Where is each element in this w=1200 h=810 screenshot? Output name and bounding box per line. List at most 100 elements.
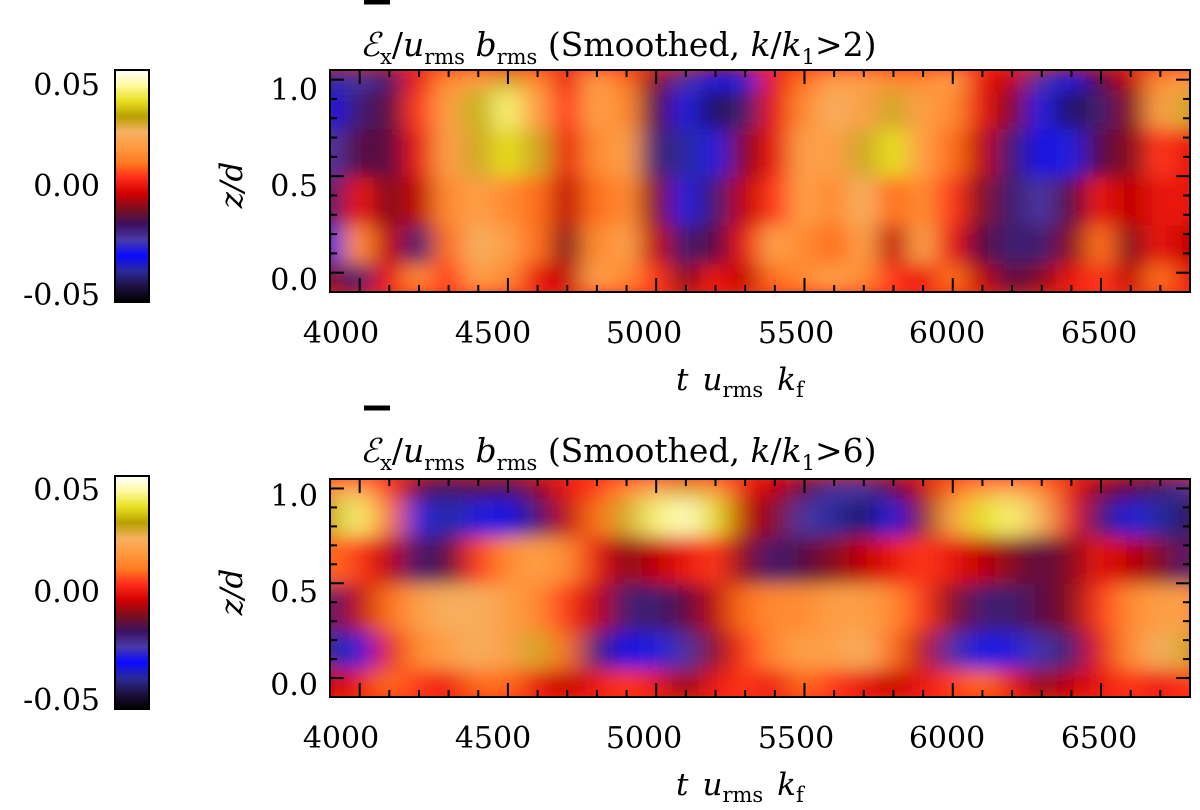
heatmap-cell (462, 223, 495, 265)
heatmap-cell (403, 534, 435, 585)
heatmap-cell (521, 534, 554, 585)
heatmap-cell (432, 629, 465, 670)
heatmap-cell (936, 629, 969, 670)
heatmap-cell (729, 126, 761, 178)
x-tick-label: 4500 (455, 721, 531, 756)
heatmap-cell (1025, 175, 1058, 226)
heatmap-cell (847, 582, 880, 632)
heatmap-cell (1174, 629, 1190, 670)
heatmap-cell (1114, 629, 1147, 670)
heatmap-cell (759, 88, 791, 129)
heatmap-cell (432, 496, 465, 537)
heatmap-cell (966, 70, 999, 91)
heatmap-cell (581, 175, 613, 226)
heatmap-cell (996, 496, 1028, 537)
heatmap-cell (847, 223, 880, 265)
heatmap-cell (610, 126, 643, 178)
heatmap-cell (1144, 534, 1177, 585)
heatmap-cell (996, 126, 1028, 178)
heatmap-cell (907, 126, 939, 178)
heatmap-cell (1055, 126, 1088, 178)
heatmap-cell (996, 534, 1028, 585)
heatmap-cell (1174, 667, 1190, 697)
y-axis-label: z/d (214, 569, 250, 617)
heatmap-cell (699, 126, 732, 178)
y-tick-label: 1.0 (270, 479, 318, 514)
heatmap-cell (1114, 175, 1147, 226)
heatmap-cell (492, 582, 524, 632)
heatmap-cell (521, 175, 554, 226)
y-tick-label: 1.0 (270, 73, 318, 108)
heatmap-cell (1085, 629, 1117, 670)
heatmap-cell (818, 126, 850, 178)
x-tick-label: 6000 (909, 316, 985, 351)
heatmap-cell (432, 88, 465, 129)
heatmap-cell (1144, 496, 1177, 537)
heatmap-cell (462, 479, 495, 499)
heatmap-cell (373, 496, 406, 537)
colorbar-tick: 0.05 (33, 68, 100, 103)
heatmap-cell (907, 175, 939, 226)
heatmap-cell (966, 534, 999, 585)
heatmap-cell (432, 479, 465, 499)
heatmap-cell (818, 175, 850, 226)
heatmap-cell (1055, 479, 1088, 499)
heatmap-cell (1025, 88, 1058, 129)
heatmap-cell (492, 223, 524, 265)
heatmap-cell (373, 126, 406, 178)
heatmap-cell (521, 126, 554, 178)
colorbar-tick: 0.05 (33, 473, 100, 508)
heatmap-cell (551, 70, 584, 91)
heatmap-cell (1144, 629, 1177, 670)
axis-ticks (330, 70, 1190, 293)
heatmap-cell (1085, 126, 1117, 178)
heatmap-cell (818, 70, 850, 91)
heatmap-cell (818, 88, 850, 129)
heatmap-cell (492, 88, 524, 129)
heatmap-cell (670, 223, 702, 265)
heatmap-cell (877, 582, 910, 632)
heatmap-cell (343, 126, 376, 178)
heatmap-cell (847, 70, 880, 91)
heatmap-cell (936, 126, 969, 178)
heatmap-cell (1174, 582, 1190, 632)
heatmap-cell (521, 479, 554, 499)
heatmap-cell (610, 479, 643, 499)
heatmap-cell (729, 629, 761, 670)
heatmap-cell (432, 126, 465, 178)
heatmap-cell (788, 126, 821, 178)
heatmap-cell (729, 70, 761, 91)
heatmap-cell (343, 88, 376, 129)
heatmap-cell (907, 88, 939, 129)
heatmap-cell (1085, 496, 1117, 537)
heatmap-cell (759, 534, 791, 585)
heatmap-cell (1114, 70, 1147, 91)
heatmap-cell (1144, 70, 1177, 91)
heatmap-cell (551, 496, 584, 537)
heatmap-cell (610, 175, 643, 226)
heatmap-cell (551, 534, 584, 585)
heatmap-cell (1174, 496, 1190, 537)
heatmap-cell (640, 534, 673, 585)
heatmap-cell (1055, 629, 1088, 670)
heatmap-cell (699, 88, 732, 129)
heatmap-cell (788, 223, 821, 265)
heatmap-cell (1085, 88, 1117, 129)
heatmap-cell (670, 629, 702, 670)
heatmap-cell (1025, 534, 1058, 585)
heatmap-cell (330, 175, 346, 226)
heatmap-cell (759, 629, 791, 670)
heatmap-cell (729, 175, 761, 226)
heatmap-cell (521, 70, 554, 91)
heatmap-cell (581, 629, 613, 670)
heatmap-cell (343, 175, 376, 226)
heatmap-cell (877, 70, 910, 91)
heatmap-cell (699, 175, 732, 226)
heatmap-cell (877, 88, 910, 129)
heatmap-cell (1114, 223, 1147, 265)
heatmap-cell (521, 88, 554, 129)
heatmap-cell (1114, 534, 1147, 585)
heatmap-cell (670, 534, 702, 585)
heatmap-cell (551, 175, 584, 226)
heatmap-cell (759, 175, 791, 226)
